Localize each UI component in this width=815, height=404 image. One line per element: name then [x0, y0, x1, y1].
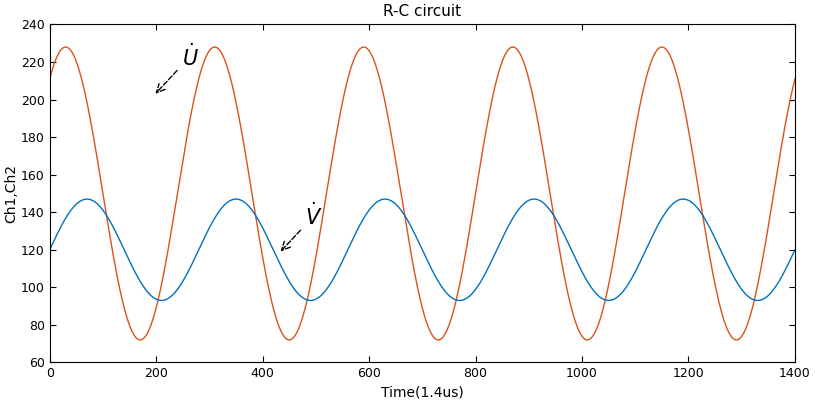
Y-axis label: Ch1,Ch2: Ch1,Ch2 — [4, 164, 18, 223]
Text: $\dot{V}$: $\dot{V}$ — [281, 203, 323, 250]
X-axis label: Time(1.4us): Time(1.4us) — [381, 386, 464, 400]
Text: $\dot{U}$: $\dot{U}$ — [156, 43, 199, 93]
Title: R-C circuit: R-C circuit — [383, 4, 461, 19]
